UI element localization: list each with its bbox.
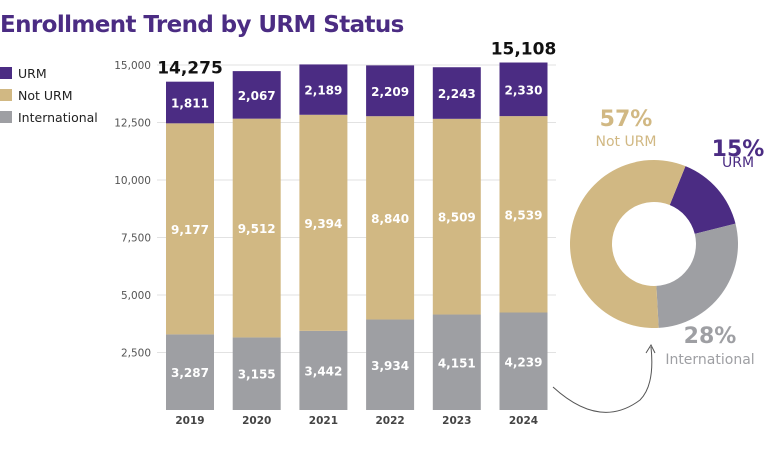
donut-name-label: URM	[722, 155, 754, 171]
bar-segment-not-urm	[366, 116, 415, 320]
y-tick-label: 15,000	[114, 60, 151, 72]
legend-item-international: International	[0, 106, 98, 128]
bar-segment-urm	[299, 64, 348, 115]
y-tick-label: 12,500	[114, 118, 151, 130]
bar-segment-urm	[432, 67, 481, 119]
bar-value-label: 4,239	[505, 355, 543, 369]
x-tick-label: 2019	[175, 415, 204, 427]
x-tick-label: 2021	[309, 415, 338, 427]
bar-value-label: 8,840	[371, 212, 409, 226]
bar-segment-international	[232, 337, 281, 410]
y-tick-label: 10,000	[114, 175, 151, 187]
x-tick-label: 2023	[442, 415, 471, 427]
bar-value-label: 3,934	[371, 359, 409, 373]
y-tick-label: 7,500	[121, 233, 151, 245]
bar-value-label: 2,189	[304, 84, 342, 98]
bar-value-label: 9,512	[238, 222, 276, 236]
bar-segment-international	[499, 312, 548, 410]
x-tick-label: 2020	[242, 415, 271, 427]
chart-title: Enrollment Trend by URM Status	[0, 12, 404, 38]
bar-value-label: 2,243	[438, 87, 476, 101]
x-tick-label: 2024	[509, 415, 538, 427]
donut-slice-urm	[669, 166, 736, 234]
bar-value-label: 3,442	[304, 364, 342, 378]
legend-item-urm: URM	[0, 62, 98, 84]
bar-segment-not-urm	[232, 118, 281, 338]
bar-value-label: 1,811	[171, 97, 209, 111]
bar-value-label: 2,209	[371, 85, 409, 99]
legend-item-not-urm: Not URM	[0, 84, 98, 106]
donut-slice-not-urm	[570, 160, 686, 328]
arrow-head-icon	[645, 343, 656, 354]
bar-segment-not-urm	[299, 114, 348, 331]
donut-pct-label: 57%	[600, 107, 653, 132]
arrow-curve	[552, 346, 653, 413]
donut-name-label: Not URM	[595, 134, 656, 150]
bar-segment-international	[299, 330, 348, 410]
bar-total-label: 14,275	[157, 59, 223, 79]
legend-label: International	[18, 109, 98, 125]
bar-value-label: 2,330	[505, 83, 543, 97]
y-tick-label: 2,500	[121, 348, 151, 360]
legend-label: URM	[18, 65, 47, 81]
bar-segment-international	[166, 334, 214, 410]
donut-pct-label: 28%	[684, 324, 737, 349]
legend-swatch	[0, 89, 12, 101]
donut-slice-international	[656, 223, 738, 328]
bar-segment-not-urm	[499, 116, 548, 313]
bar-segment-not-urm	[432, 118, 481, 315]
bar-value-label: 9,177	[171, 223, 209, 237]
bar-value-label: 8,539	[505, 208, 543, 222]
donut-pct-label: 15%	[712, 137, 765, 162]
legend-swatch	[0, 67, 12, 79]
y-tick-label: 5,000	[121, 290, 151, 302]
bar-segment-international	[366, 319, 415, 410]
bar-segment-international	[432, 314, 481, 410]
bar-total-label: 15,108	[491, 40, 557, 60]
legend-swatch	[0, 111, 12, 123]
bar-segment-urm	[232, 71, 281, 119]
bar-segment-urm	[166, 81, 214, 124]
bar-value-label: 9,394	[304, 217, 342, 231]
bar-segment-not-urm	[166, 123, 214, 335]
donut-name-label: International	[665, 352, 754, 368]
bar-value-label: 8,509	[438, 211, 476, 225]
bar-value-label: 2,067	[238, 89, 276, 103]
bar-value-label: 4,151	[438, 356, 476, 370]
legend: URM Not URM International	[0, 62, 98, 128]
bar-value-label: 3,155	[238, 368, 276, 382]
x-tick-label: 2022	[375, 415, 404, 427]
legend-label: Not URM	[18, 87, 73, 103]
bar-segment-urm	[366, 65, 415, 117]
bar-value-label: 3,287	[171, 366, 209, 380]
bar-segment-urm	[499, 62, 548, 117]
